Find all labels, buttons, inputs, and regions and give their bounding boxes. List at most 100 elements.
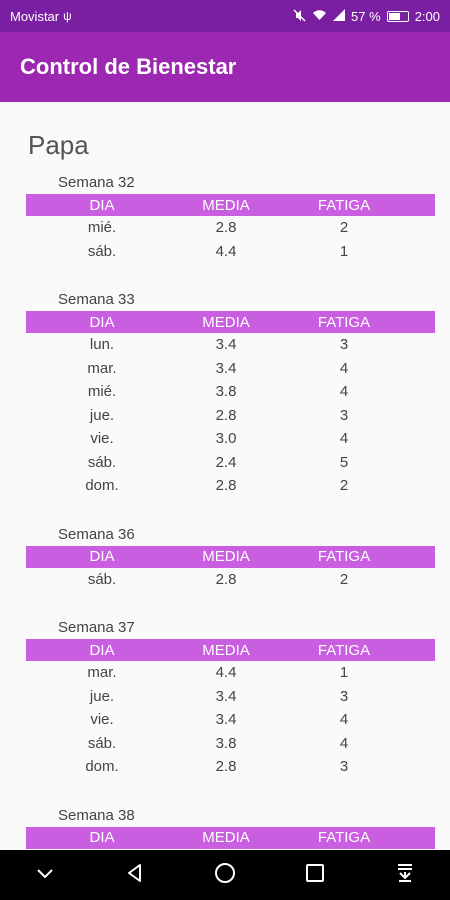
header-day: DIA: [89, 196, 115, 214]
header-mean: MEDIA: [202, 641, 250, 659]
cell-mean: 2.8: [215, 219, 237, 237]
week-section: Semana 36 DIA MEDIA FATIGA sáb. 2.8 2: [0, 524, 450, 592]
table-header: DIA MEDIA FATIGA: [26, 639, 435, 661]
home-icon[interactable]: [213, 861, 237, 890]
week-section: Semana 38 DIA MEDIA FATIGA: [0, 805, 450, 849]
week-title: Semana 36: [58, 525, 135, 543]
cell-day: dom.: [85, 477, 119, 495]
app-bar: Control de Bienestar: [0, 32, 450, 102]
table-row: vie. 3.0 4: [26, 427, 435, 451]
scroll-content[interactable]: Papa Semana 32 DIA MEDIA FATIGA mié. 2.8 2 sáb.…: [0, 102, 450, 850]
cell-mean: 3.4: [215, 711, 237, 729]
table-header: DIA MEDIA FATIGA: [26, 545, 435, 568]
cell-fatigue: 2: [339, 219, 349, 237]
table-row: mar. 3.4 4: [26, 357, 435, 381]
table-row: lun. 3.4 3: [26, 333, 435, 357]
cell-fatigue: 1: [339, 242, 349, 260]
table-row: jue. 3.4 3: [26, 685, 435, 709]
cell-day: mié.: [87, 383, 117, 401]
cell-mean: 4.4: [215, 242, 237, 260]
cell-day: sáb.: [87, 453, 117, 471]
table-row: mié. 2.8 2: [26, 216, 435, 240]
cell-day: vie.: [90, 430, 114, 448]
clock: 2:00: [414, 8, 440, 24]
header-fatigue: FATIGA: [317, 196, 371, 214]
cell-mean: 3.4: [215, 336, 237, 354]
cell-mean: 2.8: [215, 406, 237, 424]
cell-mean: 3.4: [215, 359, 237, 377]
battery-percent: 57 %: [351, 8, 381, 24]
cell-day: sáb.: [87, 570, 117, 588]
week-section: Semana 32 DIA MEDIA FATIGA mié. 2.8 2 sáb. 4.4 1: [0, 172, 450, 263]
app-title: Control de Bienestar: [20, 54, 237, 79]
week-title: Semana 33: [58, 291, 135, 308]
cell-day: sáb.: [87, 734, 117, 752]
wifi-icon: [312, 9, 327, 23]
cell-mean: 2.8: [215, 758, 237, 776]
header-day: DIA: [89, 829, 115, 846]
weeks-list: Semana 32 DIA MEDIA FATIGA mié. 2.8 2 sáb. 4.4 1 S…: [0, 172, 450, 850]
table-row: sáb. 3.8 4: [26, 732, 435, 756]
carrier-name: Movistar: [10, 8, 60, 24]
header-fatigue: FATIGA: [317, 641, 371, 659]
cell-day: dom.: [85, 758, 119, 776]
cell-fatigue: 2: [339, 570, 349, 588]
person-name: Papa: [28, 130, 89, 160]
header-day: DIA: [89, 548, 115, 565]
table-row: vie. 3.4 4: [26, 708, 435, 732]
table-row: sáb. 4.4 1: [26, 240, 435, 264]
cell-mean: 2.4: [215, 453, 237, 471]
table-row: jue. 2.8 3: [26, 404, 435, 428]
week-section: Semana 37 DIA MEDIA FATIGA mar. 4.4 1 jue. 3.4 3 v…: [0, 617, 450, 779]
table-header: DIA MEDIA FATIGA: [26, 826, 435, 849]
recents-icon[interactable]: [303, 861, 327, 890]
header-fatigue: FATIGA: [317, 548, 371, 565]
cell-fatigue: 2: [339, 477, 349, 495]
cell-fatigue: 3: [339, 336, 349, 354]
header-mean: MEDIA: [202, 196, 250, 214]
cell-fatigue: 4: [339, 734, 349, 752]
table-row: dom. 2.8 2: [26, 474, 435, 498]
table-row: mar. 4.4 1: [26, 661, 435, 685]
cell-mean: 3.4: [215, 687, 237, 705]
back-icon[interactable]: [123, 861, 147, 890]
table-header: DIA MEDIA FATIGA: [26, 194, 435, 216]
table-row: dom. 2.8 3: [26, 755, 435, 779]
mute-icon: [293, 9, 306, 24]
week-title: Semana 32: [58, 174, 135, 191]
header-day: DIA: [89, 641, 115, 659]
cell-mean: 3.8: [215, 734, 237, 752]
cell-day: vie.: [90, 711, 114, 729]
table-row: sáb. 2.4 5: [26, 451, 435, 475]
header-fatigue: FATIGA: [317, 829, 371, 846]
cell-fatigue: 3: [339, 758, 349, 776]
header-mean: MEDIA: [202, 548, 250, 565]
notification-pull-icon[interactable]: [393, 861, 417, 890]
cell-day: lun.: [89, 336, 115, 354]
cell-mean: 3.8: [215, 383, 237, 401]
header-mean: MEDIA: [202, 313, 250, 331]
cell-fatigue: 1: [339, 664, 349, 682]
cell-fatigue: 4: [339, 359, 349, 377]
week-title: Semana 38: [58, 806, 135, 824]
table-header: DIA MEDIA FATIGA: [26, 311, 435, 333]
cell-day: mar.: [87, 359, 117, 377]
usb-icon: ψ: [63, 9, 72, 23]
chevron-down-icon[interactable]: [33, 861, 57, 890]
cell-fatigue: 3: [339, 687, 349, 705]
cell-day: jue.: [89, 406, 115, 424]
cell-day: mar.: [87, 664, 117, 682]
signal-icon: [333, 9, 346, 23]
cell-mean: 2.8: [215, 477, 237, 495]
header-mean: MEDIA: [202, 829, 250, 846]
cell-fatigue: 4: [339, 383, 349, 401]
header-day: DIA: [89, 313, 115, 331]
cell-mean: 2.8: [215, 570, 237, 588]
week-title: Semana 37: [58, 619, 135, 636]
cell-fatigue: 4: [339, 430, 349, 448]
cell-fatigue: 5: [339, 453, 349, 471]
cell-mean: 3.0: [215, 430, 237, 448]
cell-day: jue.: [89, 687, 115, 705]
week-section: Semana 33 DIA MEDIA FATIGA lun. 3.4 3 mar. 3.4 4 m…: [0, 289, 450, 498]
status-bar: Movistar ψ 57 % 2:00: [0, 0, 450, 32]
